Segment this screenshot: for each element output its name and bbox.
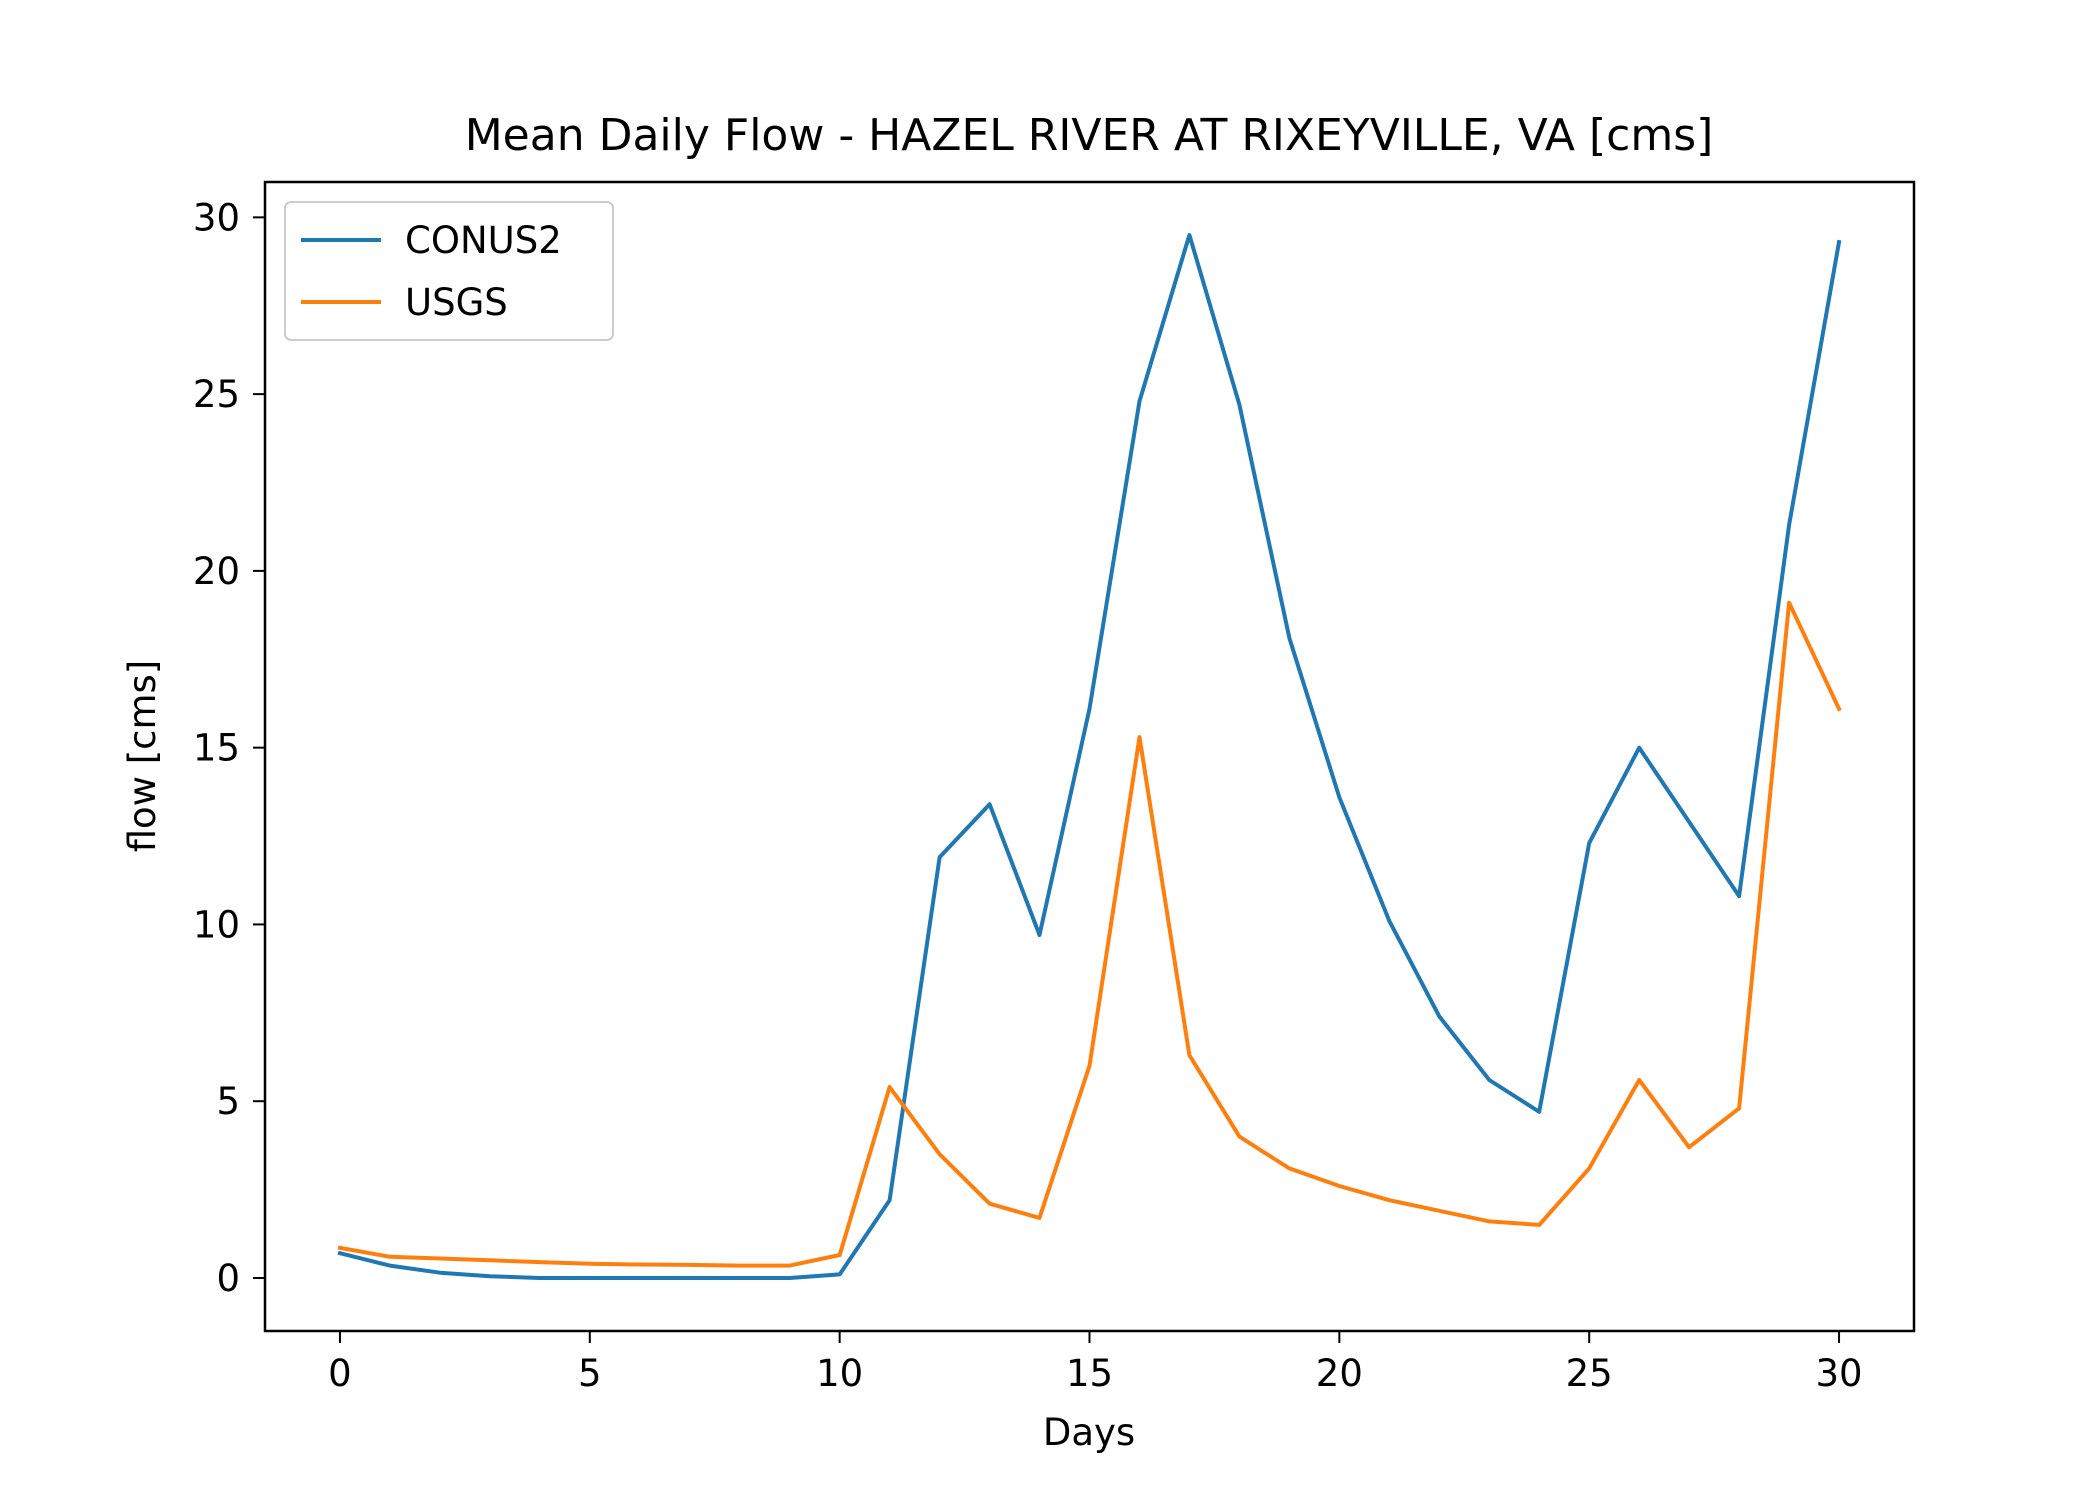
x-tick-label: 0 [328, 1352, 352, 1395]
legend: CONUS2 USGS [284, 201, 614, 341]
x-tick-label: 30 [1815, 1352, 1862, 1395]
series-line-usgs [337, 600, 1842, 1268]
legend-box [284, 201, 614, 341]
x-axis-label: Days [1043, 1411, 1135, 1454]
plot-frame [263, 180, 1916, 1333]
y-axis-label: flow [cms] [121, 660, 164, 853]
y-tick-label: 15 [193, 727, 240, 770]
y-tick-label: 5 [216, 1080, 240, 1123]
y-tick-label: 25 [193, 373, 240, 416]
y-tick-label: 20 [193, 550, 240, 593]
series-line-conus2 [337, 233, 1842, 1280]
x-tick-label: 5 [578, 1352, 602, 1395]
legend-label: USGS [405, 281, 508, 324]
y-tick-label: 0 [216, 1257, 240, 1300]
x-tick-label: 20 [1316, 1352, 1363, 1395]
y-tick-label: 30 [193, 196, 240, 239]
x-tick-label: 15 [1066, 1352, 1113, 1395]
legend-label: CONUS2 [405, 219, 562, 262]
chart-title: Mean Daily Flow - HAZEL RIVER AT RIXEYVI… [465, 110, 1714, 161]
ticks-layer: 0 5 10 15 20 25 30 0 5 10 15 20 25 30 [193, 196, 1863, 1395]
x-tick-label: 25 [1566, 1352, 1613, 1395]
x-tick-label: 10 [816, 1352, 863, 1395]
y-tick-label: 10 [193, 903, 240, 946]
series-layer [337, 233, 1842, 1280]
